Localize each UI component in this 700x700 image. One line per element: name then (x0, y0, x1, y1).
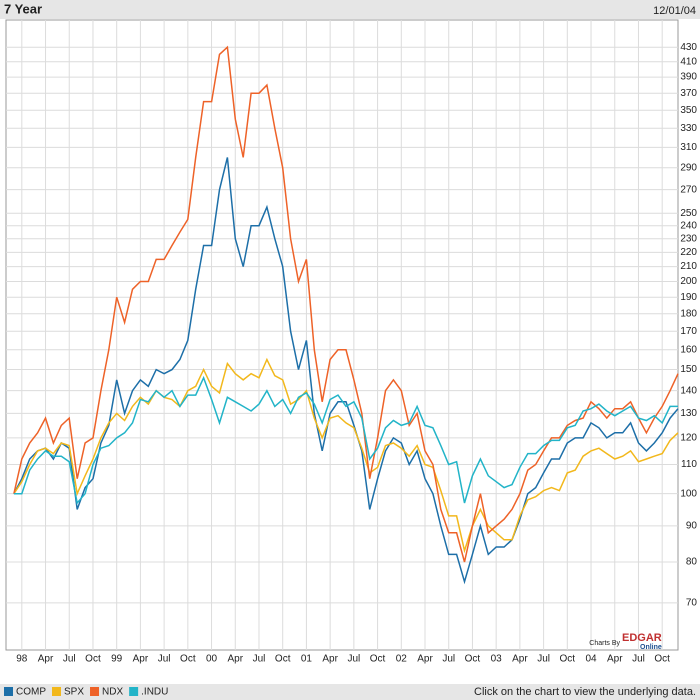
legend-label: SPX (64, 687, 84, 698)
x-tick-label: Apr (322, 654, 338, 665)
y-tick-label: 390 (680, 72, 697, 83)
legend: COMP SPX NDX .INDU (4, 687, 168, 698)
legend-label: .INDU (141, 687, 168, 698)
y-tick-label: 290 (680, 162, 697, 173)
x-tick-label: 03 (491, 654, 503, 665)
x-tick-label: 02 (396, 654, 408, 665)
y-tick-label: 310 (680, 142, 697, 153)
footer-note: Click on the chart to view the underlyin… (474, 686, 696, 698)
y-tick-label: 190 (680, 292, 697, 303)
x-tick-label: Jul (347, 654, 360, 665)
x-tick-label: Oct (180, 654, 196, 665)
x-tick-label: Jul (253, 654, 266, 665)
y-tick-label: 370 (680, 88, 697, 99)
x-tick-label: 98 (16, 654, 28, 665)
y-tick-label: 250 (680, 208, 697, 219)
y-tick-label: 230 (680, 233, 697, 244)
y-tick-label: 150 (680, 364, 697, 375)
y-tick-label: 210 (680, 261, 697, 272)
x-tick-label: 99 (111, 654, 123, 665)
series-line (13, 157, 679, 585)
y-tick-label: 160 (680, 344, 697, 355)
y-tick-label: 140 (680, 385, 697, 396)
x-tick-label: Oct (465, 654, 481, 665)
y-tick-label: 410 (680, 56, 697, 67)
y-tick-label: 350 (680, 105, 697, 116)
y-tick-label: 170 (680, 326, 697, 337)
y-tick-label: 220 (680, 247, 697, 258)
x-tick-label: Oct (560, 654, 576, 665)
series-line (13, 357, 679, 554)
y-tick-label: 240 (680, 220, 697, 231)
x-tick-label: Oct (275, 654, 291, 665)
x-tick-label: 00 (206, 654, 218, 665)
y-tick-label: 120 (680, 432, 697, 443)
legend-label: NDX (102, 687, 123, 698)
footer-bar (0, 684, 700, 700)
x-tick-label: Jul (442, 654, 455, 665)
chart-title: 7 Year (4, 1, 42, 16)
chart-date: 12/01/04 (653, 5, 696, 17)
y-tick-label: 80 (686, 557, 698, 568)
legend-swatch (52, 687, 61, 696)
series-line (13, 375, 678, 505)
y-tick-label: 270 (680, 184, 697, 195)
legend-label: COMP (16, 687, 46, 698)
legend-swatch (90, 687, 100, 696)
credit-online: Online (640, 644, 662, 651)
x-tick-label: 01 (301, 654, 313, 665)
y-tick-label: 200 (680, 276, 697, 287)
lines (13, 45, 679, 585)
y-tick-label: 330 (680, 123, 697, 134)
x-tick-label: Oct (370, 654, 386, 665)
y-tick-label: 430 (680, 42, 697, 53)
legend-swatch (4, 687, 13, 696)
x-tick-label: Apr (512, 654, 528, 665)
y-tick-label: 100 (680, 488, 697, 499)
x-tick-label: 04 (585, 654, 597, 665)
x-tick-label: Apr (227, 654, 243, 665)
x-tick-label: Apr (133, 654, 149, 665)
x-tick-label: Apr (607, 654, 623, 665)
credit-brand: EDGAR (622, 632, 662, 644)
y-tick-label: 70 (686, 597, 698, 608)
x-tick-label: Jul (158, 654, 171, 665)
y-tick-label: 90 (686, 521, 698, 532)
x-tick-label: Oct (85, 654, 101, 665)
legend-swatch (129, 687, 139, 696)
y-tick-label: 180 (680, 308, 697, 319)
x-tick-label: Apr (417, 654, 433, 665)
y-tick-label: 130 (680, 408, 697, 419)
series-line (13, 45, 679, 563)
x-tick-label: Jul (63, 654, 76, 665)
x-tick-label: Jul (537, 654, 550, 665)
x-tick-label: Apr (38, 654, 54, 665)
x-tick-label: Oct (654, 654, 670, 665)
credit-by: Charts By (589, 640, 620, 647)
ticks: 70 80 90 100 110 120 130 140 150 160 170 180 190 200 2… (16, 42, 697, 665)
header-bar (0, 0, 700, 19)
x-tick-label: Jul (632, 654, 645, 665)
plot-area (5, 19, 679, 651)
y-tick-label: 110 (681, 459, 697, 470)
